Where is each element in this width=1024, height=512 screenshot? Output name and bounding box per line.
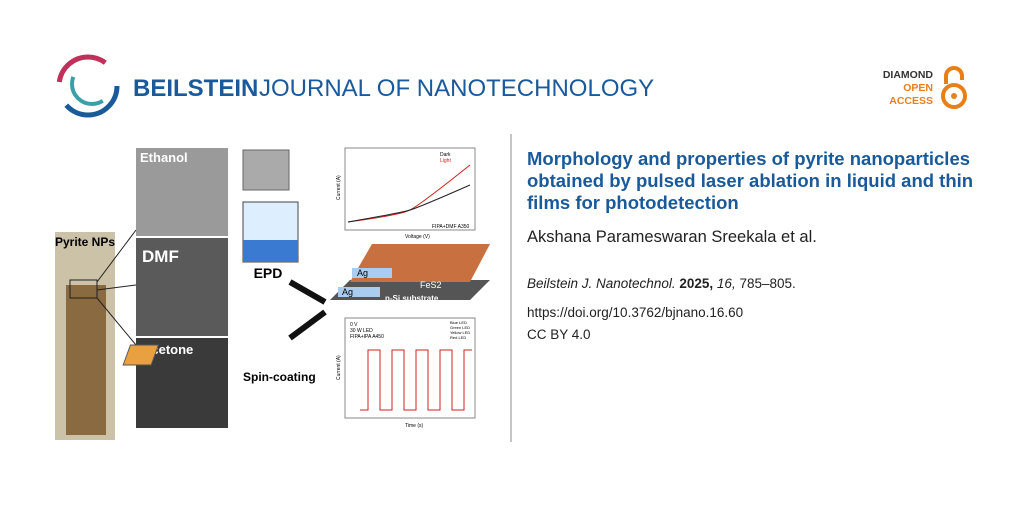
sem-label: DMF <box>142 247 179 266</box>
logo <box>56 54 120 118</box>
citation-pages: 785–805. <box>739 276 796 291</box>
vial-box <box>69 279 98 299</box>
time-curve <box>360 349 472 411</box>
badge-text: OPEN <box>903 82 933 94</box>
chart-note: FIPA+DMF A350 <box>432 224 470 230</box>
time-chart <box>344 317 476 419</box>
legend: Green LED <box>450 325 470 330</box>
device-label: n-Si substrate <box>385 294 439 303</box>
legend: Yellow LED <box>450 330 470 335</box>
electrode <box>338 287 380 297</box>
figure: Pyrite NPs Ethanol DMF Acetone EPD Spin-… <box>55 147 490 440</box>
citation-year: 2025, <box>679 276 714 291</box>
legend: Dark <box>440 152 451 158</box>
device-label: Ag <box>357 268 368 278</box>
license: CC BY 4.0 <box>527 327 591 342</box>
badge-text: ACCESS <box>889 95 933 107</box>
legend: Red LED <box>450 335 466 340</box>
citation-journal: Beilstein J. Nanotechnol. <box>527 276 676 291</box>
vial-label: Pyrite NPs <box>55 235 115 249</box>
legend: Light <box>440 158 451 164</box>
citation: Beilstein J. Nanotechnol. 2025, 16, 785–… <box>527 276 796 291</box>
spin-label: Spin-coating <box>243 370 316 384</box>
axis-label: Voltage (V) <box>405 234 430 240</box>
iv-chart <box>344 147 476 231</box>
badge: DIAMOND OPEN ACCESS <box>883 69 934 107</box>
badge-text: DIAMOND <box>883 69 934 81</box>
axis-label: Current (A) <box>336 355 342 380</box>
sem-image <box>136 238 228 336</box>
epd-label: EPD <box>254 265 283 281</box>
chart-note: 0 V <box>350 322 358 328</box>
journal-bold: BEILSTEIN <box>133 75 258 102</box>
vial <box>66 285 106 435</box>
article-title: Morphology and properties of pyrite nano… <box>527 148 974 213</box>
spin-substrate <box>122 344 160 366</box>
connector <box>96 229 137 346</box>
iv-curve <box>347 184 471 223</box>
legend: Blue LED <box>450 320 467 325</box>
sem-label: Ethanol <box>140 150 188 165</box>
device-label: FeS2 <box>420 280 442 290</box>
chart-note: FIPA+IPA A450 <box>350 334 384 340</box>
journal-rest: JOURNAL OF NANOTECHNOLOGY <box>259 75 654 102</box>
authors: Akshana Parameswaran Sreekala et al. <box>527 228 817 246</box>
arrow <box>288 279 327 341</box>
sem-image <box>136 148 228 236</box>
citation-volume: 16, <box>716 276 736 291</box>
device-label: Ag <box>342 287 353 297</box>
oa-icon <box>941 66 967 109</box>
axis-label: Current (A) <box>336 175 342 200</box>
epd-liquid <box>243 240 298 262</box>
electrode <box>352 268 392 278</box>
doi: https://doi.org/10.3762/bjnano.16.60 <box>527 305 744 320</box>
axis-label: Time (s) <box>405 423 423 429</box>
chart-note: 30 W LED <box>350 328 373 334</box>
power-supply <box>242 149 290 191</box>
